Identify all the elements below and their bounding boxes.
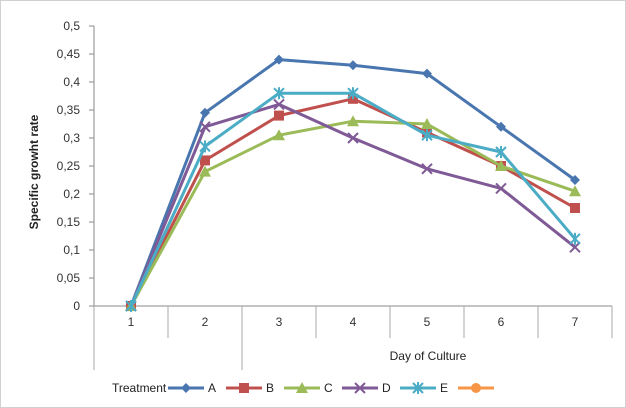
x-tick-label: 6 <box>498 315 505 329</box>
data-point-e <box>569 232 581 245</box>
x-tick-label: 1 <box>128 315 135 329</box>
data-point-e <box>495 146 507 158</box>
marker-stroke <box>495 182 507 195</box>
y-tick-label: 0,45 <box>57 47 81 61</box>
legend-marker <box>181 383 191 393</box>
legend-item-a: A <box>168 381 216 395</box>
data-point-e <box>421 129 433 142</box>
legend-marker <box>296 382 308 393</box>
data-point-e <box>125 300 137 312</box>
y-tick-label: 0,25 <box>57 159 81 173</box>
y-tick-label: 0,5 <box>63 19 80 33</box>
data-point-a <box>274 54 284 65</box>
data-point-e <box>273 87 285 100</box>
data-point-d <box>273 98 285 111</box>
data-point-d <box>495 182 507 195</box>
marker-stroke <box>199 121 211 133</box>
x-tick-label: 5 <box>424 315 431 329</box>
y-tick-label: 0,4 <box>63 75 80 89</box>
x-tick-label: 3 <box>276 315 283 329</box>
axes: 0 0,05 0,1 0,15 0,2 0,25 0,3 0,35 0,4 0,45 0,5 1 2 3 4… <box>57 19 613 370</box>
series-layer <box>125 54 581 312</box>
data-point-b <box>274 110 284 121</box>
x-tick-label: 7 <box>572 315 579 329</box>
data-point-e <box>347 87 359 100</box>
legend-marker <box>412 382 424 394</box>
x-tick-label: 4 <box>350 315 357 329</box>
data-point-a <box>570 175 580 185</box>
y-tick-label: 0,2 <box>63 187 80 201</box>
y-tick-label: 0,3 <box>63 131 80 145</box>
legend-marker <box>354 382 366 394</box>
legend: A B C D E <box>168 381 494 395</box>
y-axis-title: Specific growht rate <box>27 114 41 229</box>
legend-label: C <box>324 381 333 395</box>
marker-stroke <box>354 382 366 394</box>
y-tick-label: 0,35 <box>57 103 81 117</box>
y-tick-label: 0 <box>73 299 80 313</box>
data-point-b <box>570 203 580 213</box>
data-point-b <box>200 155 210 166</box>
y-tick-label: 0,05 <box>57 271 81 285</box>
data-point-a <box>348 60 358 71</box>
series-e <box>125 87 581 312</box>
legend-item-b: B <box>226 381 274 395</box>
data-point-c <box>199 165 211 177</box>
series-a <box>126 54 580 311</box>
data-point-d <box>421 163 433 175</box>
x-tick-label: 2 <box>202 315 209 329</box>
y-tick-label: 0,15 <box>57 215 81 229</box>
data-point-c <box>421 118 433 129</box>
x-axis-title: Day of Culture <box>390 349 467 363</box>
legend-label: D <box>382 381 391 395</box>
data-point-e <box>199 140 211 153</box>
legend-item-e: E <box>400 381 448 395</box>
data-point-a <box>496 121 506 132</box>
legend-marker <box>239 383 249 393</box>
legend-title: Treatment <box>112 381 167 395</box>
legend-item-c: C <box>284 381 333 395</box>
data-point-d <box>199 121 211 133</box>
data-point-c <box>347 115 359 127</box>
data-point-a <box>200 107 210 118</box>
data-point-d <box>347 132 359 144</box>
legend-item-d: D <box>342 381 391 395</box>
legend-item-unnamed <box>458 383 494 393</box>
data-point-a <box>422 68 432 79</box>
marker-stroke <box>347 132 359 144</box>
marker-stroke <box>273 98 285 111</box>
data-point-c <box>273 129 285 141</box>
legend-label: E <box>440 381 448 395</box>
legend-label: B <box>266 381 274 395</box>
marker-stroke <box>569 241 581 253</box>
legend-marker <box>471 383 481 393</box>
legend-label: A <box>208 381 216 395</box>
data-point-c <box>569 185 581 197</box>
data-point-d <box>569 241 581 253</box>
y-tick-label: 0,1 <box>63 243 80 257</box>
data-point-c <box>495 160 507 171</box>
marker-stroke <box>421 163 433 175</box>
